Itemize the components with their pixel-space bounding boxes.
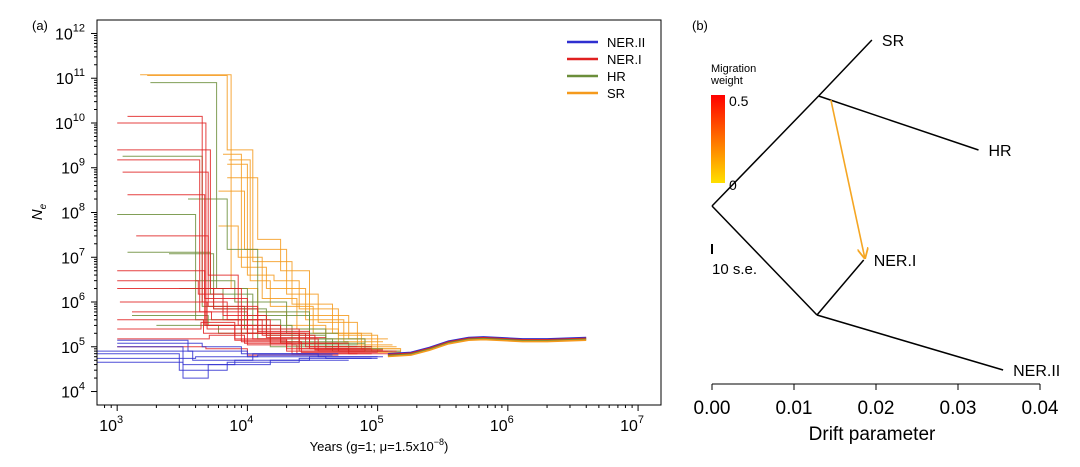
legend: NER.II NER.I HR SR — [567, 35, 645, 101]
migration-legend-title-2: weight — [710, 75, 743, 87]
y-tick-label: 106 — [61, 291, 85, 312]
x-tick-label: 104 — [229, 414, 253, 435]
drift-tick-label: 0.02 — [858, 398, 895, 419]
ne-curve-neri-15 — [127, 194, 365, 352]
ne-curve-sr-7 — [228, 159, 401, 350]
leaf-label-hr: HR — [989, 143, 1012, 160]
migration-edge — [830, 99, 865, 258]
ne-tail-hr — [387, 337, 587, 357]
y-axis: 104 105 106 107 108 109 1010 1011 1012 — [55, 22, 97, 402]
y-tick-label: 1012 — [55, 22, 85, 43]
ne-curve-neri-14 — [136, 235, 372, 350]
ne-curve-neri-11 — [117, 321, 365, 352]
branch-n2-neri — [816, 259, 865, 316]
ne-tail-nerii — [387, 336, 587, 355]
ne-curve-hr-1 — [117, 214, 393, 352]
y-tick-label: 1010 — [55, 112, 85, 133]
panel-label-b: (b) — [692, 18, 708, 33]
legend-label-hr: HR — [607, 69, 626, 84]
migration-weight-colorbar — [711, 95, 725, 183]
branch-n2-nerii — [816, 314, 1004, 371]
branch-n1-hr — [818, 95, 979, 151]
legend-label-neri: NER.I — [607, 52, 642, 67]
legend-label-sr: SR — [607, 86, 625, 101]
ne-curve-hr-0 — [150, 82, 401, 352]
ne-tail-neri — [387, 336, 587, 356]
ne-curve-sr-3 — [227, 177, 388, 340]
leaf-label-sr: SR — [882, 33, 904, 50]
ne-curves — [97, 74, 587, 379]
y-tick-label: 1011 — [56, 67, 85, 88]
panel-b-treemix-tree: SR HR NER.I NER.II Migration weight 0.5 0 1… — [694, 33, 1061, 445]
ne-curve-sr-2 — [227, 163, 401, 353]
y-tick-label: 107 — [61, 246, 85, 267]
migration-weight-legend: Migration weight 0.5 0 — [710, 63, 756, 193]
x-tick-label: 107 — [620, 414, 644, 435]
drift-tick-label: 0.03 — [940, 398, 977, 419]
ne-curve-sr-4 — [223, 153, 383, 343]
ne-curve-nerii-3 — [97, 356, 378, 366]
y-tick-label: 108 — [61, 202, 85, 223]
leaf-label-nerii: NER.II — [1013, 363, 1060, 380]
ne-curve-nerii-5 — [117, 342, 383, 358]
panel-a-ne-plot: 104 105 106 107 108 109 1010 1011 1012 103 104 105… — [29, 19, 662, 454]
drift-tick-label: 0.01 — [776, 398, 813, 419]
scale-bar-label: 10 s.e. — [712, 261, 757, 278]
y-tick-label: 105 — [61, 336, 85, 357]
migration-legend-min: 0 — [729, 177, 737, 193]
drift-tick-label: 0.04 — [1022, 398, 1059, 419]
legend-label-nerii: NER.II — [607, 35, 645, 50]
ne-tail-sr — [387, 338, 587, 358]
ne-curve-neri-0 — [117, 122, 401, 355]
ne-curve-neri-12 — [117, 334, 358, 355]
migration-legend-title-1: Migration — [711, 63, 756, 75]
ne-curve-nerii-4 — [97, 354, 333, 359]
x-axis-label: Years (g=1; μ=1.5x10−8) — [310, 437, 449, 454]
drift-axis-label: Drift parameter — [809, 424, 936, 445]
y-tick-label: 104 — [61, 381, 85, 402]
branch-root-n1 — [711, 95, 820, 207]
ne-curve-sr-6 — [218, 225, 397, 348]
panel-label-a: (a) — [32, 18, 48, 33]
x-axis: 103 104 105 106 107 — [99, 405, 644, 435]
y-axis-label: Ne — [29, 203, 49, 220]
drift-tick-label: 0.00 — [694, 398, 731, 419]
drift-axis: 0.00 0.01 0.02 0.03 0.04 — [694, 383, 1059, 419]
x-tick-label: 105 — [360, 414, 384, 435]
x-tick-label: 103 — [99, 414, 123, 435]
migration-legend-max: 0.5 — [729, 93, 749, 109]
ne-curve-nerii-6 — [97, 350, 339, 361]
branch-n1-sr — [818, 39, 873, 97]
tree-branches: SR HR NER.I NER.II — [711, 33, 1060, 380]
ne-curve-nerii-1 — [117, 346, 349, 379]
ne-curve-neri-4 — [122, 171, 349, 344]
ne-curve-hr-7 — [169, 253, 383, 350]
y-tick-label: 109 — [61, 157, 85, 178]
ne-curve-sr-1 — [147, 75, 401, 352]
ne-curve-neri-9 — [132, 311, 383, 351]
ne-curve-neri-6 — [117, 280, 326, 339]
ne-curve-nerii-2 — [97, 353, 372, 371]
x-tick-label: 106 — [490, 414, 514, 435]
branch-root-n2 — [711, 205, 818, 316]
leaf-label-neri: NER.I — [874, 253, 917, 270]
